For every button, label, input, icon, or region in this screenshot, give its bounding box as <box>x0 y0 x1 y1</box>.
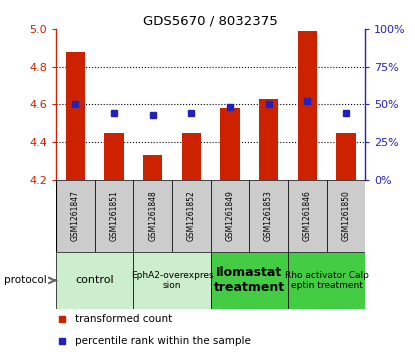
Bar <box>210 180 249 252</box>
Text: GSM1261848: GSM1261848 <box>148 191 157 241</box>
Text: GSM1261851: GSM1261851 <box>110 191 119 241</box>
Text: GSM1261850: GSM1261850 <box>342 191 350 241</box>
Bar <box>172 180 210 252</box>
Bar <box>288 180 327 252</box>
Text: GSM1261849: GSM1261849 <box>225 191 234 241</box>
Text: Ilomastat
treatment: Ilomastat treatment <box>214 266 285 294</box>
Bar <box>210 252 288 309</box>
Bar <box>143 155 162 180</box>
Bar <box>133 252 210 309</box>
Bar <box>259 99 278 180</box>
Text: control: control <box>76 276 114 285</box>
Text: Rho activator Calp
eptin treatment: Rho activator Calp eptin treatment <box>285 271 369 290</box>
Bar <box>298 31 317 180</box>
Bar <box>182 132 201 180</box>
Bar <box>249 180 288 252</box>
Bar <box>56 180 95 252</box>
Bar <box>336 132 356 180</box>
Bar <box>66 52 85 180</box>
Bar <box>95 180 133 252</box>
Bar <box>327 180 365 252</box>
Bar <box>220 108 239 180</box>
Text: GSM1261847: GSM1261847 <box>71 191 80 241</box>
Text: GSM1261853: GSM1261853 <box>264 191 273 241</box>
Text: protocol: protocol <box>4 276 47 285</box>
Bar <box>288 252 365 309</box>
Text: GSM1261846: GSM1261846 <box>303 191 312 241</box>
Bar <box>56 252 133 309</box>
Text: percentile rank within the sample: percentile rank within the sample <box>75 336 250 346</box>
Text: transformed count: transformed count <box>75 314 172 325</box>
Text: EphA2-overexpres
sion: EphA2-overexpres sion <box>131 271 213 290</box>
Title: GDS5670 / 8032375: GDS5670 / 8032375 <box>143 15 278 28</box>
Text: GSM1261852: GSM1261852 <box>187 191 196 241</box>
Bar <box>133 180 172 252</box>
Bar <box>104 132 124 180</box>
